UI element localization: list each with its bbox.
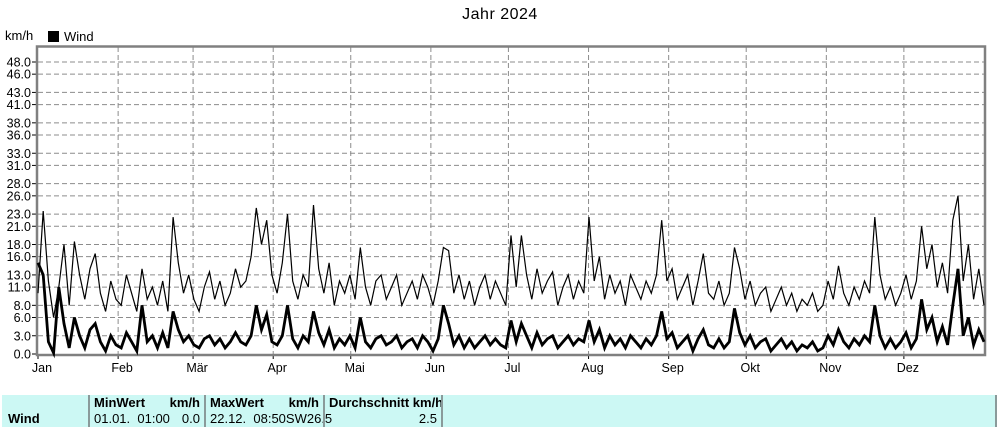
avg-value: 2.5 xyxy=(418,411,437,426)
svg-text:41.0: 41.0 xyxy=(7,98,31,112)
svg-text:46.0: 46.0 xyxy=(7,68,31,82)
chart-title: Jahr 2024 xyxy=(462,6,538,23)
avg-header: Durchschnitt km/h xyxy=(329,395,444,410)
svg-text:Okt: Okt xyxy=(740,361,760,375)
svg-text:23.0: 23.0 xyxy=(7,208,31,222)
svg-text:26.0: 26.0 xyxy=(7,189,31,203)
min-value: 0.0 xyxy=(181,411,200,426)
y-gridlines xyxy=(38,61,984,337)
legend-swatch-icon xyxy=(48,31,59,42)
max-direction: SW xyxy=(285,411,307,426)
wind-max-thin-line xyxy=(37,195,985,318)
legend: Wind xyxy=(48,29,94,44)
svg-text:43.0: 43.0 xyxy=(7,86,31,100)
svg-text:Mär: Mär xyxy=(186,361,208,375)
svg-text:33.0: 33.0 xyxy=(7,147,31,161)
min-datetime: 01.01. 01:00 xyxy=(94,411,170,426)
wind-mean-thick-line xyxy=(36,262,986,359)
stats-col-avg: Durchschnitt km/h 2.5 xyxy=(323,395,444,427)
row-label-wind: Wind xyxy=(8,411,40,426)
max-header-unit: km/h xyxy=(288,395,319,410)
svg-text:31.0: 31.0 xyxy=(7,159,31,173)
svg-text:Feb: Feb xyxy=(111,361,133,375)
svg-text:48.0: 48.0 xyxy=(7,56,31,70)
svg-text:Sep: Sep xyxy=(662,361,684,375)
svg-text:13.0: 13.0 xyxy=(7,268,31,282)
y-tick-labels: 0.0 3.0 6.08.0 11.013.0 16.018.0 21.023.0 26.0… xyxy=(7,56,38,362)
plot-frame xyxy=(35,45,987,357)
min-header: MinWert xyxy=(94,395,146,410)
svg-text:6.0: 6.0 xyxy=(14,311,31,325)
svg-text:Nov: Nov xyxy=(819,361,842,375)
x-gridlines xyxy=(117,47,905,354)
stats-table: Wind MinWert km/h 01.01. 01:00 0.0 MaxWe… xyxy=(2,395,997,427)
svg-text:Mai: Mai xyxy=(345,361,365,375)
svg-text:16.0: 16.0 xyxy=(7,250,31,264)
svg-text:8.0: 8.0 xyxy=(14,299,31,313)
min-header-unit: km/h xyxy=(169,395,200,410)
svg-text:38.0: 38.0 xyxy=(7,116,31,130)
stats-col-filler xyxy=(441,395,995,427)
svg-text:Apr: Apr xyxy=(267,361,286,375)
svg-text:Aug: Aug xyxy=(581,361,603,375)
svg-text:18.0: 18.0 xyxy=(7,238,31,252)
svg-text:3.0: 3.0 xyxy=(14,329,31,343)
stats-col-min: MinWert km/h 01.01. 01:00 0.0 xyxy=(88,395,204,427)
svg-text:Dez: Dez xyxy=(897,361,919,375)
svg-text:28.0: 28.0 xyxy=(7,177,31,191)
svg-text:21.0: 21.0 xyxy=(7,220,31,234)
svg-text:36.0: 36.0 xyxy=(7,129,31,143)
svg-text:Jan: Jan xyxy=(32,361,52,375)
max-header: MaxWert xyxy=(210,395,264,410)
month-labels: Jan Feb Mär Apr Mai Jun Jul Aug Sep Okt Nov Dez xyxy=(32,354,919,375)
svg-text:Jun: Jun xyxy=(425,361,445,375)
max-value: 26.5 xyxy=(306,411,333,426)
svg-text:0.0: 0.0 xyxy=(14,348,31,362)
wind-line-chart: 0.0 3.0 6.08.0 11.013.0 16.018.0 21.023.0 26.0… xyxy=(7,45,987,375)
stats-col-label: Wind xyxy=(2,395,88,427)
stats-col-max: MaxWert km/h 22.12. 08:50 SW 26.5 xyxy=(204,395,332,427)
svg-text:Jul: Jul xyxy=(504,361,520,375)
stats-header-empty xyxy=(2,395,88,411)
y-axis-unit-label: km/h xyxy=(5,28,34,43)
svg-text:11.0: 11.0 xyxy=(8,281,31,295)
max-datetime: 22.12. 08:50 xyxy=(210,411,286,426)
legend-label: Wind xyxy=(64,29,94,44)
